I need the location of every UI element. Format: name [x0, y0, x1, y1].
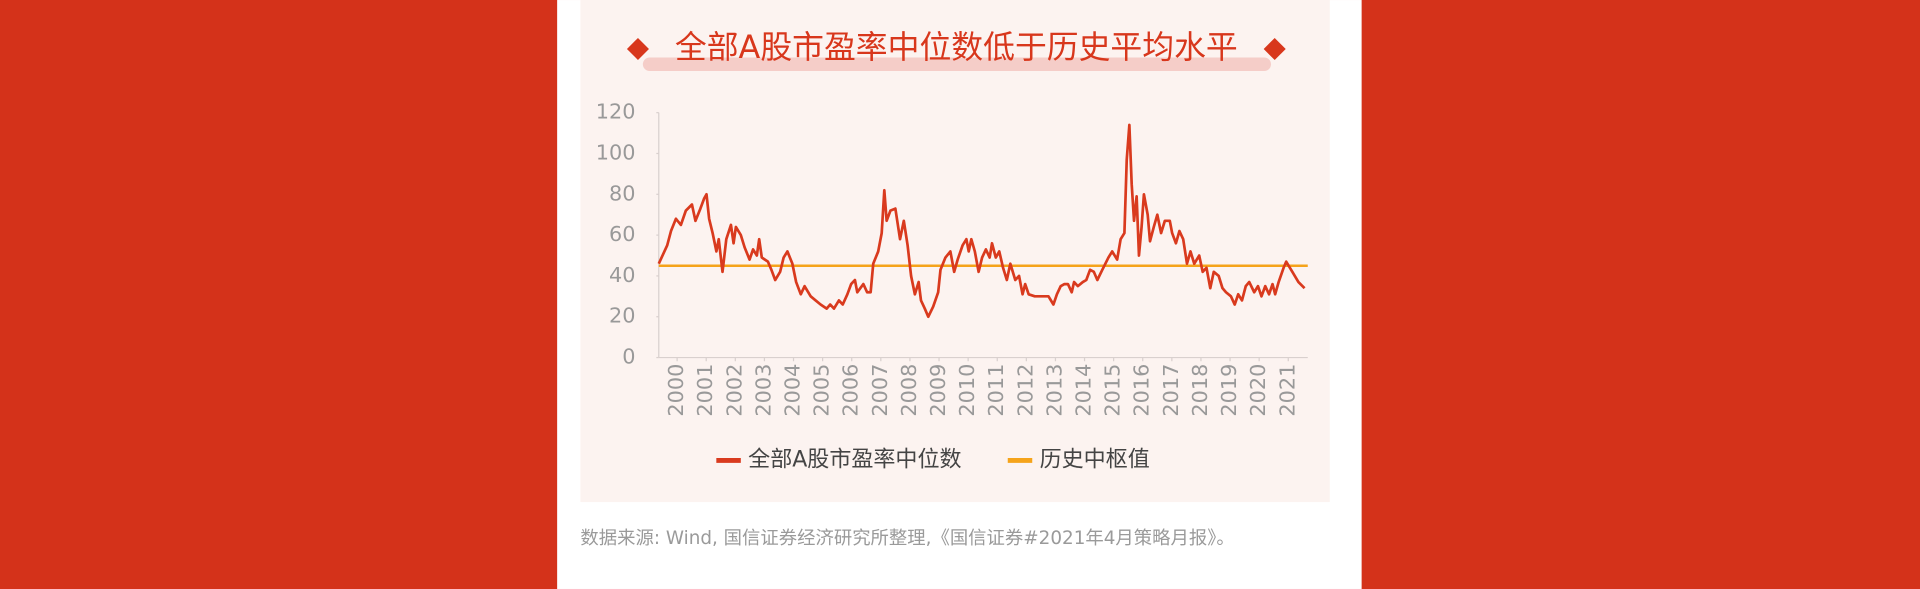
title-diamond	[626, 37, 649, 61]
x-tick-label: 2009	[926, 364, 950, 417]
x-tick-label: 2021	[1275, 364, 1299, 417]
y-tick-label: 120	[596, 100, 636, 124]
x-tick-label: 2012	[1013, 364, 1037, 417]
x-tick-label: 2002	[722, 364, 746, 417]
chart-panel	[580, 0, 1330, 503]
x-tick-label: 2020	[1246, 364, 1270, 417]
x-tick-label: 2014	[1072, 364, 1096, 417]
x-tick-label: 2007	[868, 364, 892, 417]
y-tick-label: 0	[622, 345, 635, 369]
y-tick-label: 20	[609, 304, 635, 328]
x-tick-label: 2011	[984, 364, 1008, 417]
x-tick-label: 2001	[693, 364, 717, 417]
x-tick-label: 2003	[751, 364, 775, 417]
data-line	[657, 123, 1306, 319]
x-tick-label: 2017	[1159, 364, 1183, 417]
x-tick-label: 2000	[664, 364, 688, 417]
x-tick-label: 2006	[839, 364, 863, 417]
chart-title: 全部A股市盈率中位数低于历史平均水平	[675, 28, 1238, 66]
y-tick-label: 60	[609, 222, 635, 246]
x-tick-label: 2018	[1188, 364, 1212, 417]
x-tick-label: 2008	[897, 364, 921, 417]
x-tick-label: 2015	[1101, 364, 1125, 417]
x-tick-label: 2004	[781, 364, 805, 417]
x-tick-label: 2010	[955, 364, 979, 417]
legend-label: 全部A股市盈率中位数	[748, 447, 961, 472]
legend-label: 历史中枢值	[1040, 447, 1150, 472]
x-tick-label: 2019	[1217, 364, 1241, 417]
x-tick-label: 2013	[1042, 364, 1066, 417]
title-highlight	[642, 57, 1272, 72]
y-tick-label: 100	[596, 140, 636, 164]
x-tick-label: 2016	[1130, 364, 1154, 417]
source-note: 数据来源: Wind, 国信证券经济研究所整理,《国信证券#2021年4月策略月…	[580, 528, 1234, 549]
x-tick-label: 2005	[810, 364, 834, 417]
y-tick-label: 80	[609, 181, 635, 205]
y-tick-label: 40	[609, 263, 635, 287]
